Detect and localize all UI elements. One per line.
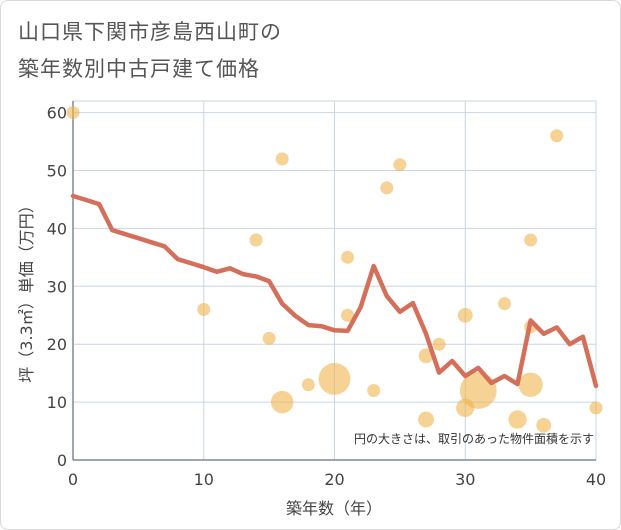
y-tick-label: 30 (47, 277, 67, 296)
bubble-point (66, 106, 80, 120)
bubble-point (457, 307, 473, 323)
x-tick-label: 10 (194, 470, 214, 489)
x-tick-label: 20 (324, 470, 344, 489)
y-axis-title: 坪（3.3㎡）単価（万円） (17, 197, 36, 382)
y-tick-label: 60 (47, 104, 67, 123)
bubble-point (380, 181, 394, 195)
bubble-point (432, 337, 446, 351)
bubble-point (318, 363, 351, 395)
x-tick-label: 30 (455, 470, 475, 489)
y-tick-label: 0 (57, 451, 67, 470)
bubble-point (301, 378, 315, 392)
bubble-point (393, 158, 407, 172)
y-tick-label: 40 (47, 219, 67, 238)
bubble-point (275, 152, 289, 166)
bubble-point (518, 372, 543, 397)
bubble-point (589, 401, 603, 415)
bubble-point (524, 233, 538, 247)
size-note: 円の大きさは、取引のあった物件面積を示す (354, 431, 594, 446)
x-tick-label: 0 (68, 470, 78, 489)
bubble-point (249, 233, 263, 247)
x-axis-title: 築年数（年） (286, 499, 382, 518)
bubble-point (497, 297, 511, 311)
bubble-point (341, 308, 355, 322)
x-tick-label: 40 (586, 470, 606, 489)
y-tick-label: 50 (47, 161, 67, 180)
gridlines (72, 100, 597, 461)
bubble-point (341, 250, 355, 264)
chart-title: 山口県下関市彦島西山町の 築年数別中古戸建て価格 (18, 14, 282, 88)
bubble-point (197, 302, 211, 316)
bubble-point (418, 411, 434, 428)
y-tick-label: 10 (47, 393, 67, 412)
bubble-point (550, 129, 564, 143)
chart-title-line-1: 山口県下関市彦島西山町の (18, 20, 282, 44)
bubble-series (66, 106, 603, 433)
bubble-point (508, 410, 527, 429)
bubble-point (367, 384, 381, 398)
axis-ticks: 0 10 20 30 40 0 10 20 30 40 50 60 (47, 104, 607, 489)
trend-line (70, 193, 599, 389)
bubble-point (536, 417, 552, 433)
bubble-point (270, 390, 294, 414)
bubble-point (262, 331, 276, 345)
chart-title-line-2: 築年数別中古戸建て価格 (18, 57, 260, 81)
y-tick-label: 20 (47, 335, 67, 354)
bubble-point (418, 348, 434, 364)
